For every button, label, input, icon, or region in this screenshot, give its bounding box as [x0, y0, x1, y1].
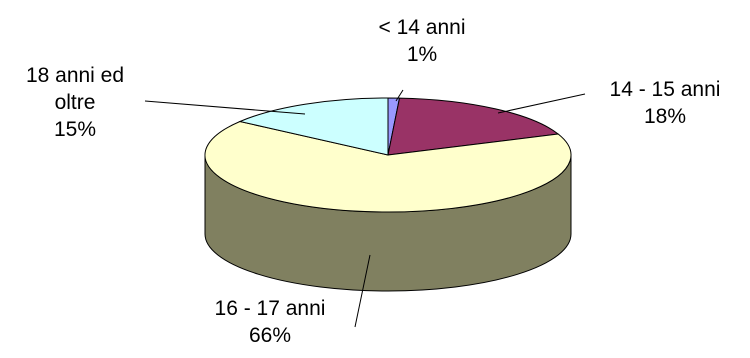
slice-label-18-plus-name-2: oltre	[54, 91, 96, 114]
leader-line-16-17-anni	[354, 254, 371, 328]
pie-slice-14-15-anni	[387, 97, 560, 156]
slice-label-18-plus-name-1: 18 anni ed	[25, 64, 125, 87]
leader-line-18-anni-ed-oltre	[144, 100, 306, 115]
slice-label-14-15-percent: 18%	[643, 105, 687, 128]
slice-label-16-17-percent: 66%	[248, 324, 292, 347]
slice-label-14-15: 14 - 15 anni 18%	[590, 76, 740, 130]
pie-slice-16-17-anni	[204, 120, 572, 213]
slice-label-18-plus-percent: 15%	[53, 118, 97, 141]
leader-line-14-15-anni	[497, 93, 586, 114]
slice-label-lt14: < 14 anni 1%	[362, 14, 482, 68]
slice-label-14-15-name: 14 - 15 anni	[609, 78, 721, 101]
slice-label-lt14-percent: 1%	[406, 43, 438, 66]
pie-slice-18-anni-ed-oltre	[238, 97, 389, 156]
slice-label-16-17-name: 16 - 17 anni	[214, 297, 326, 320]
slice-label-lt14-name: < 14 anni	[378, 16, 466, 39]
slice-label-16-17: 16 - 17 anni 66%	[180, 295, 360, 349]
slice-label-18-plus: 18 anni ed oltre 15%	[0, 62, 150, 143]
leader-line-14-anni	[395, 89, 404, 102]
